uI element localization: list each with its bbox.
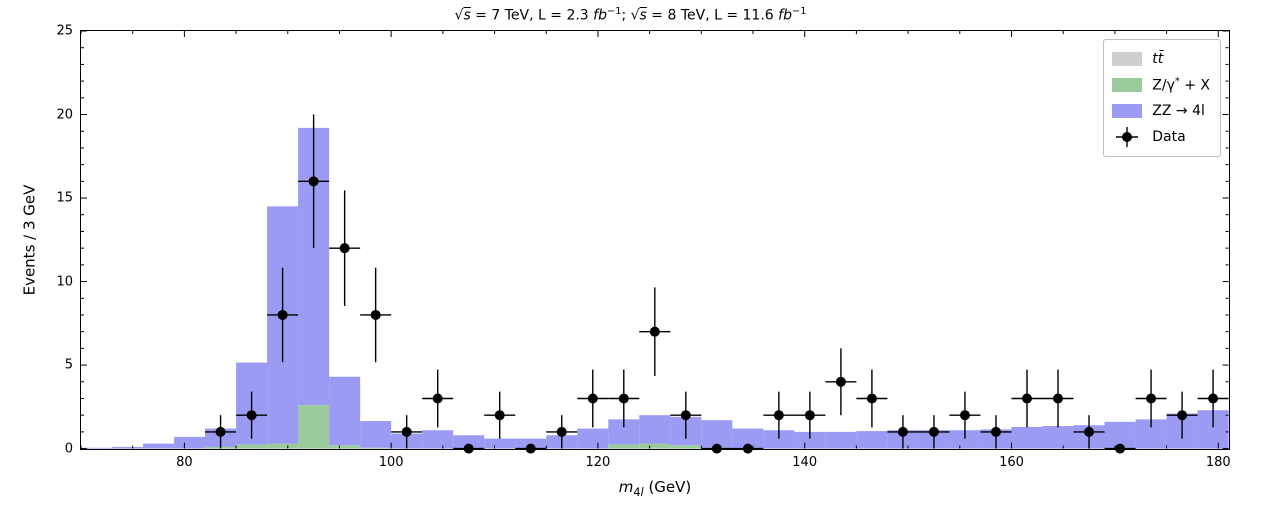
bar-zz4l bbox=[577, 429, 608, 449]
bar-zz4l bbox=[143, 444, 174, 449]
data-point bbox=[216, 427, 226, 437]
bar-dy bbox=[608, 444, 639, 448]
data-point bbox=[836, 377, 846, 387]
legend-swatch bbox=[1112, 52, 1142, 66]
legend-swatch bbox=[1112, 104, 1142, 118]
data-point bbox=[712, 444, 722, 454]
bar-zz4l bbox=[112, 447, 143, 449]
bar-zz4l bbox=[422, 430, 453, 448]
y-tick-label: 0 bbox=[65, 441, 81, 456]
x-tick-label: 120 bbox=[586, 449, 611, 470]
data-point bbox=[464, 444, 474, 454]
legend-row: Data bbox=[1112, 124, 1210, 150]
y-tick-label: 15 bbox=[56, 191, 81, 206]
chart-title: √s = 7 TeV, L = 2.3 fb−1; √s = 8 TeV, L … bbox=[0, 6, 1261, 24]
y-tick-label: 20 bbox=[56, 107, 81, 122]
legend-label: Z/γ* + X bbox=[1152, 76, 1210, 94]
legend-row: Z/γ* + X bbox=[1112, 72, 1210, 98]
bar-dy bbox=[639, 444, 670, 449]
bar-dy bbox=[236, 444, 267, 448]
bar-zz4l bbox=[856, 431, 887, 449]
y-axis-label-container: Events / 3 GeV bbox=[14, 30, 44, 450]
data-point bbox=[495, 410, 505, 420]
legend-label: Data bbox=[1152, 129, 1185, 145]
bar-dy bbox=[329, 445, 360, 448]
data-point bbox=[774, 410, 784, 420]
bar-zz4l bbox=[825, 432, 856, 449]
bar-zz4l bbox=[639, 415, 670, 443]
data-point bbox=[991, 427, 1001, 437]
y-tick-label: 5 bbox=[65, 358, 81, 373]
bar-zz4l bbox=[174, 437, 205, 449]
x-tick-label: 160 bbox=[999, 449, 1024, 470]
bar-dy bbox=[670, 445, 701, 448]
data-point bbox=[309, 176, 319, 186]
x-tick-label: 100 bbox=[379, 449, 404, 470]
y-tick-label: 25 bbox=[56, 24, 81, 39]
x-tick-label: 80 bbox=[176, 449, 193, 470]
bar-zz4l bbox=[1011, 427, 1042, 449]
data-point bbox=[557, 427, 567, 437]
legend-label: tt̄ bbox=[1152, 51, 1163, 67]
data-point bbox=[278, 310, 288, 320]
bar-zz4l bbox=[360, 421, 391, 448]
data-point bbox=[402, 427, 412, 437]
plot-area: tt̄Z/γ* + XZZ → 4lData 80100120140160180… bbox=[80, 30, 1230, 450]
bar-zz4l bbox=[1043, 426, 1074, 449]
bar-zz4l bbox=[329, 377, 360, 445]
x-axis-label: m4l (GeV) bbox=[80, 478, 1230, 499]
data-point bbox=[588, 393, 598, 403]
data-point bbox=[433, 393, 443, 403]
legend-marker bbox=[1112, 130, 1142, 144]
bar-dy bbox=[267, 444, 298, 449]
data-point bbox=[743, 444, 753, 454]
data-point bbox=[650, 327, 660, 337]
legend-label: ZZ → 4l bbox=[1152, 103, 1205, 119]
y-axis-label: Events / 3 GeV bbox=[20, 185, 38, 296]
data-point bbox=[1208, 393, 1218, 403]
plot-svg bbox=[81, 31, 1229, 449]
bar-zz4l bbox=[484, 439, 515, 449]
data-point bbox=[1115, 444, 1125, 454]
data-point bbox=[960, 410, 970, 420]
data-point bbox=[1146, 393, 1156, 403]
data-point bbox=[898, 427, 908, 437]
data-point bbox=[1053, 393, 1063, 403]
data-point bbox=[247, 410, 257, 420]
data-point bbox=[867, 393, 877, 403]
data-point bbox=[371, 310, 381, 320]
data-point bbox=[619, 393, 629, 403]
legend-row: ZZ → 4l bbox=[1112, 98, 1210, 124]
y-tick-label: 10 bbox=[56, 274, 81, 289]
legend-swatch bbox=[1112, 78, 1142, 92]
data-point bbox=[1022, 393, 1032, 403]
data-point bbox=[681, 410, 691, 420]
data-point bbox=[929, 427, 939, 437]
data-point bbox=[1084, 427, 1094, 437]
data-point bbox=[526, 444, 536, 454]
x-tick-label: 140 bbox=[792, 449, 817, 470]
x-tick-label: 180 bbox=[1206, 449, 1231, 470]
data-point bbox=[1177, 410, 1187, 420]
bar-dy bbox=[298, 405, 329, 448]
figure: √s = 7 TeV, L = 2.3 fb−1; √s = 8 TeV, L … bbox=[0, 0, 1261, 505]
data-point bbox=[805, 410, 815, 420]
legend-row: tt̄ bbox=[1112, 46, 1210, 72]
data-point bbox=[340, 243, 350, 253]
legend: tt̄ Z/γ* + X ZZ → 4l Data bbox=[1103, 39, 1221, 157]
